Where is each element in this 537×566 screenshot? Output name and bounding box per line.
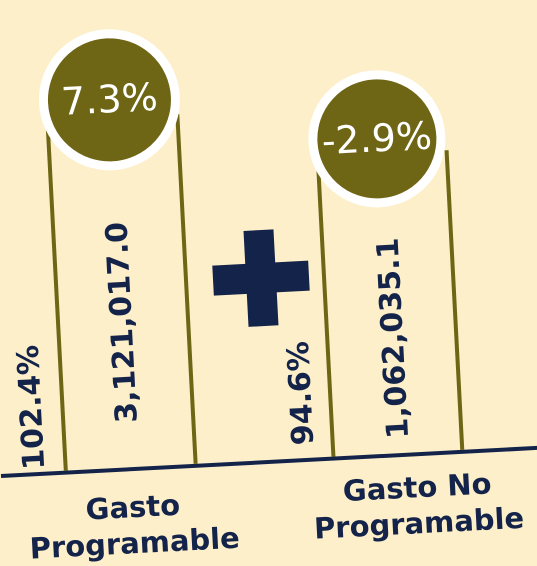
column-line xyxy=(444,150,465,450)
change-badge xyxy=(38,29,180,171)
share-value: 94.6% xyxy=(281,340,321,446)
plus-bar xyxy=(243,229,279,327)
item-label: Gasto No xyxy=(342,466,492,508)
column-line xyxy=(315,156,336,457)
plus-sign xyxy=(212,229,310,327)
column-line xyxy=(45,120,68,471)
change-badge xyxy=(308,70,446,208)
change-value: -2.9% xyxy=(321,114,433,164)
column-line xyxy=(175,114,198,464)
baseline xyxy=(0,445,537,479)
change-value: 7.3% xyxy=(60,75,159,124)
item-label: Gasto xyxy=(85,488,181,527)
panel: 7.3% 102.4% 3,121,017.0 Gasto Programabl… xyxy=(0,29,537,566)
share-value: 102.4% xyxy=(11,344,52,471)
